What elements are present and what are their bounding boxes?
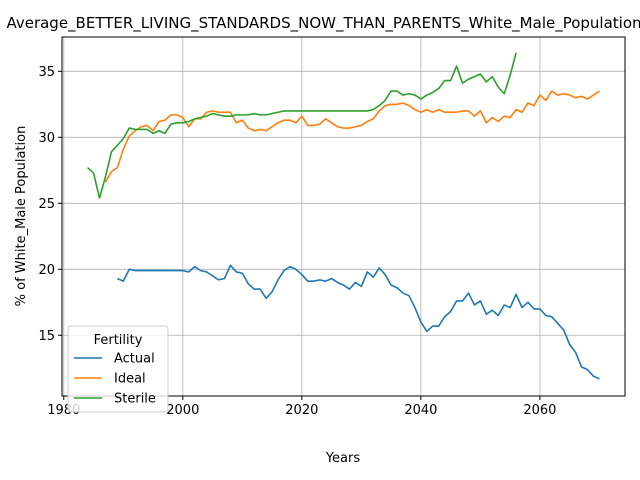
legend: Fertility Actual Ideal Sterile [67, 325, 169, 413]
x-tick-label: 2060 [523, 403, 556, 418]
series-layer [87, 52, 600, 380]
legend-label-ideal: Ideal [114, 372, 146, 387]
legend-label-actual: Actual [114, 352, 155, 367]
x-axis: 1980 2000 2020 2040 2060 [47, 396, 556, 418]
y-tick-label: 20 [38, 263, 55, 278]
x-tick-label: 2020 [285, 403, 318, 418]
plot-frame [61, 36, 626, 397]
y-tick-label: 15 [38, 329, 55, 344]
legend-box [67, 325, 169, 413]
legend-title: Fertility [94, 333, 143, 348]
legend-items: Actual Ideal Sterile [74, 352, 156, 407]
y-tick-label: 25 [38, 197, 55, 212]
x-tick-label: 2000 [166, 403, 199, 418]
y-axis: 15 20 25 30 35 [38, 65, 62, 344]
series-line-ideal [104, 90, 600, 183]
y-axis-label: % of White_Male Population [14, 126, 29, 307]
legend-label-sterile: Sterile [114, 392, 156, 407]
y-tick-label: 30 [38, 131, 55, 146]
series-line-actual [117, 264, 600, 380]
x-axis-label: Years [325, 451, 361, 466]
chart-title: Average_BETTER_LIVING_STANDARDS_NOW_THAN… [6, 14, 640, 33]
series-line-sterile [87, 52, 517, 199]
x-tick-label: 2040 [404, 403, 437, 418]
y-tick-label: 35 [38, 65, 55, 80]
